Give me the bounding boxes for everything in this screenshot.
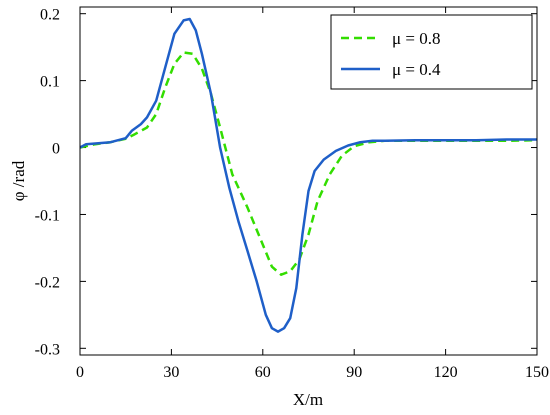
y-tick-label: 0.1	[40, 74, 60, 91]
y-tick-label: 0.2	[40, 7, 60, 24]
x-tick-label: 150	[525, 364, 549, 381]
legend: μ = 0.8 μ = 0.4	[330, 14, 533, 90]
y-tick-label: 0	[52, 141, 60, 158]
x-tick-label: 120	[434, 364, 458, 381]
series-lines	[79, 17, 538, 333]
x-axis-label: X/m	[293, 390, 323, 409]
y-tick-label: -0.1	[35, 207, 60, 224]
plot-area-frame	[79, 6, 538, 356]
series-line-1	[79, 17, 537, 333]
y-tick-label: -0.3	[35, 341, 60, 358]
legend-label-mu-0-4: μ = 0.4	[392, 60, 441, 79]
x-tick-label: 0	[76, 364, 84, 381]
x-tick-labels: 0 30 60 90 120 150	[76, 364, 549, 381]
y-axis-label: φ /rad	[9, 160, 28, 201]
x-tick-label: 60	[255, 364, 271, 381]
x-tick-label: 30	[163, 364, 179, 381]
y-tick-labels: 0.2 0.1 0 -0.1 -0.2 -0.3	[35, 7, 60, 359]
legend-label-mu-0-8: μ = 0.8	[392, 29, 440, 48]
x-tick-label: 90	[346, 364, 362, 381]
legend-box	[330, 14, 533, 90]
series-line-0	[79, 51, 538, 276]
y-tick-label: -0.2	[35, 274, 60, 291]
